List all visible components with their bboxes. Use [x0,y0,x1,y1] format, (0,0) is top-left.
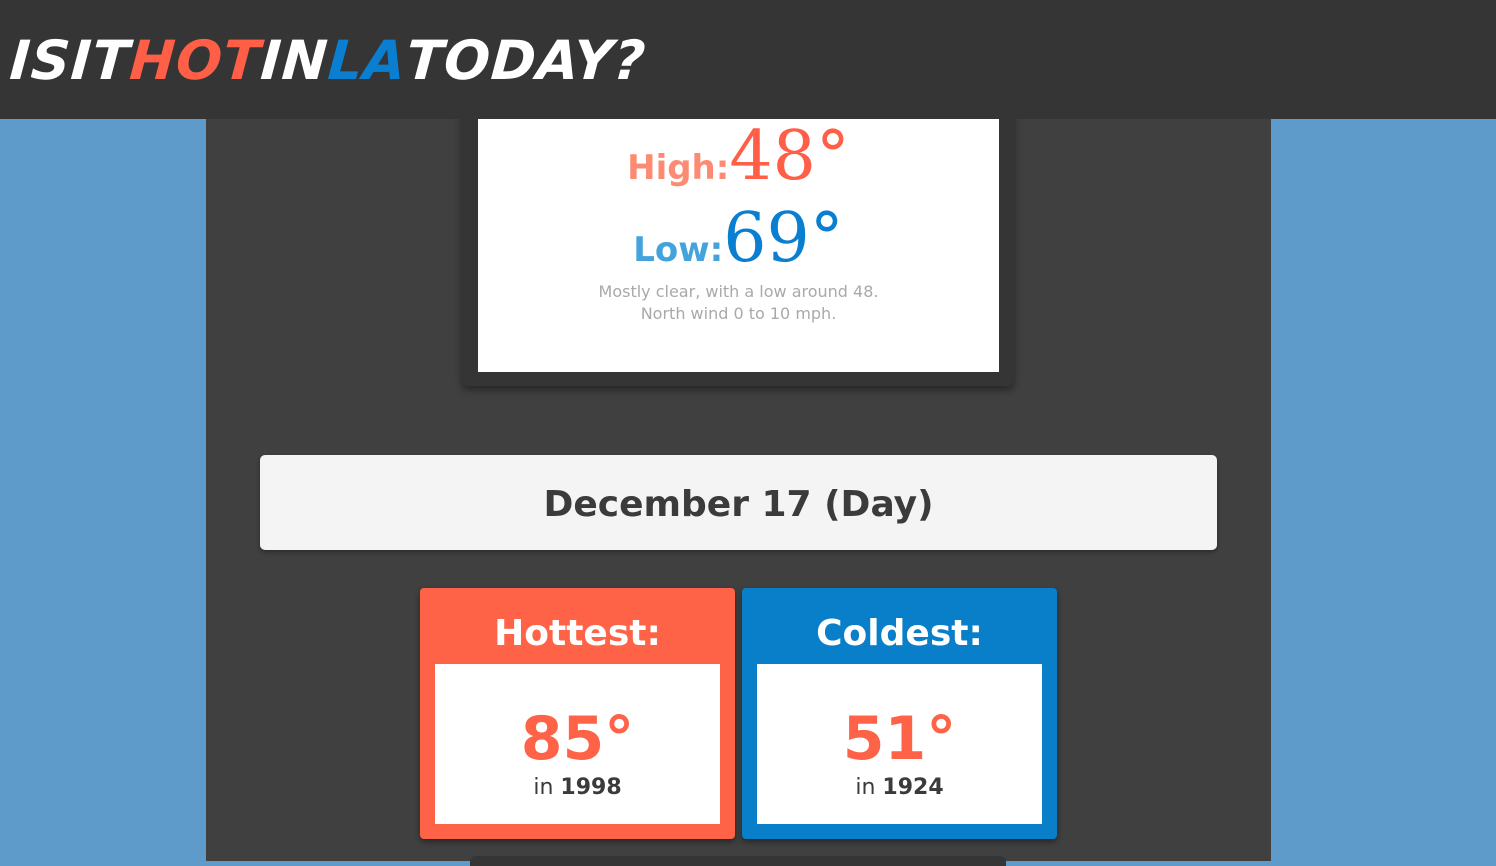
logo-part-in: IN [258,29,331,92]
coldest-body: 51° in 1924 [757,664,1042,824]
hottest-year-line: in 1998 [435,774,720,802]
site-logo[interactable]: ISITHOTINLATODAY? [8,28,649,94]
hottest-temp: 85° [520,704,635,774]
logo-part-today: TODAY? [404,29,649,92]
low-temp-row: Low:69° [478,203,999,275]
forecast-description-line-1: Mostly clear, with a low around 48. [598,282,879,301]
low-label: Low: [633,230,724,270]
logo-part-isit: ISIT [7,29,133,92]
coldest-record-card: Coldest: 51° in 1924 [742,588,1057,839]
low-value: 69° [723,199,844,278]
coldest-in-label: in [855,775,876,800]
forecast-card: High:48° Low:69° Mostly clear, with a lo… [478,119,999,372]
hottest-year: 1998 [560,775,622,800]
site-header: ISITHOTINLATODAY? [0,0,1496,119]
logo-part-hot: HOT [127,29,264,92]
logo-part-la: LA [325,29,409,92]
hottest-title: Hottest: [494,613,661,654]
coldest-title: Coldest: [816,613,983,654]
hottest-record-card: Hottest: 85° in 1998 [420,588,735,839]
high-temp-row: High:48° [478,121,999,193]
hottest-body: 85° in 1998 [435,664,720,824]
high-value: 48° [729,117,850,196]
forecast-description-line-2: North wind 0 to 10 mph. [640,304,837,323]
coldest-year-line: in 1924 [757,774,1042,802]
coldest-year: 1924 [882,775,944,800]
coldest-temp: 51° [842,704,957,774]
date-banner: December 17 (Day) [260,455,1217,550]
next-card-edge [470,856,1006,866]
hottest-in-label: in [533,775,554,800]
forecast-description: Mostly clear, with a low around 48. Nort… [478,281,999,325]
high-label: High: [627,148,730,188]
